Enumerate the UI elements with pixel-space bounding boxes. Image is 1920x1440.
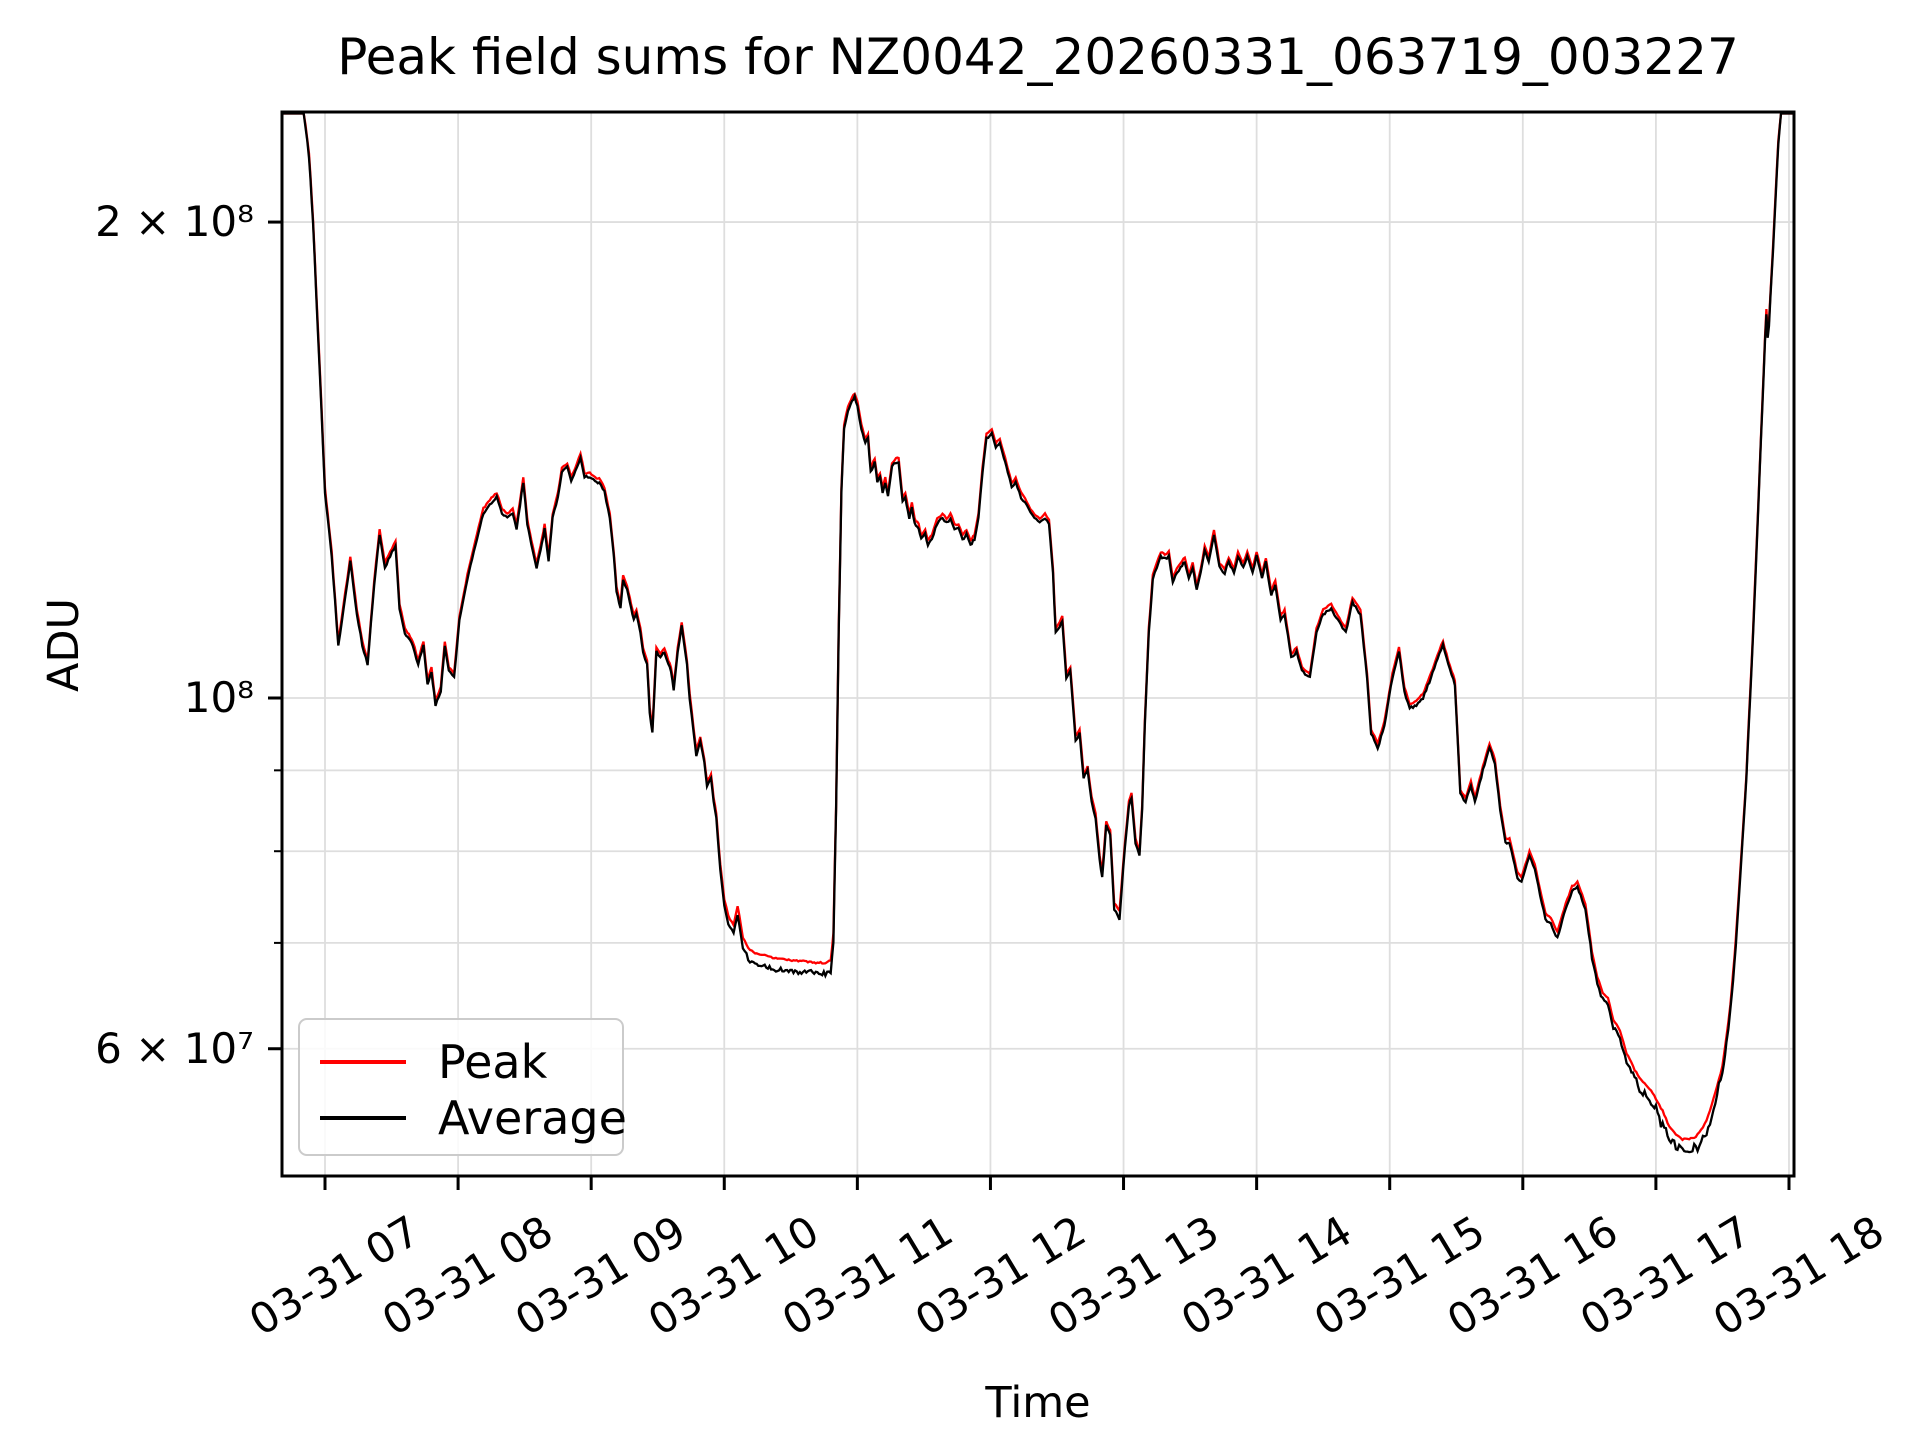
y-tick-label: 6 × 10⁷	[95, 1023, 254, 1073]
average-line-swatch	[320, 1116, 406, 1120]
legend: Peak Average	[298, 1018, 627, 1156]
legend-item-average: Average	[320, 1090, 627, 1146]
axes-spines	[280, 110, 1796, 1178]
grid	[282, 112, 1794, 1176]
x-axis-label: Time	[985, 1378, 1091, 1428]
axis-ticks	[268, 220, 1791, 1190]
legend-item-peak: Peak	[320, 1034, 622, 1090]
peak-line-swatch	[320, 1060, 406, 1064]
y-axis-label: ADU	[39, 598, 89, 692]
y-tick-label: 2 × 10⁸	[95, 197, 254, 247]
legend-label-peak: Peak	[438, 1035, 548, 1089]
series-average-line	[282, 112, 1793, 1155]
series-peak-line	[282, 112, 1793, 1142]
y-tick-label: 10⁸	[183, 673, 254, 722]
legend-label-average: Average	[438, 1091, 627, 1145]
chart-title: Peak field sums for NZ0042_20260331_0637…	[337, 28, 1739, 86]
